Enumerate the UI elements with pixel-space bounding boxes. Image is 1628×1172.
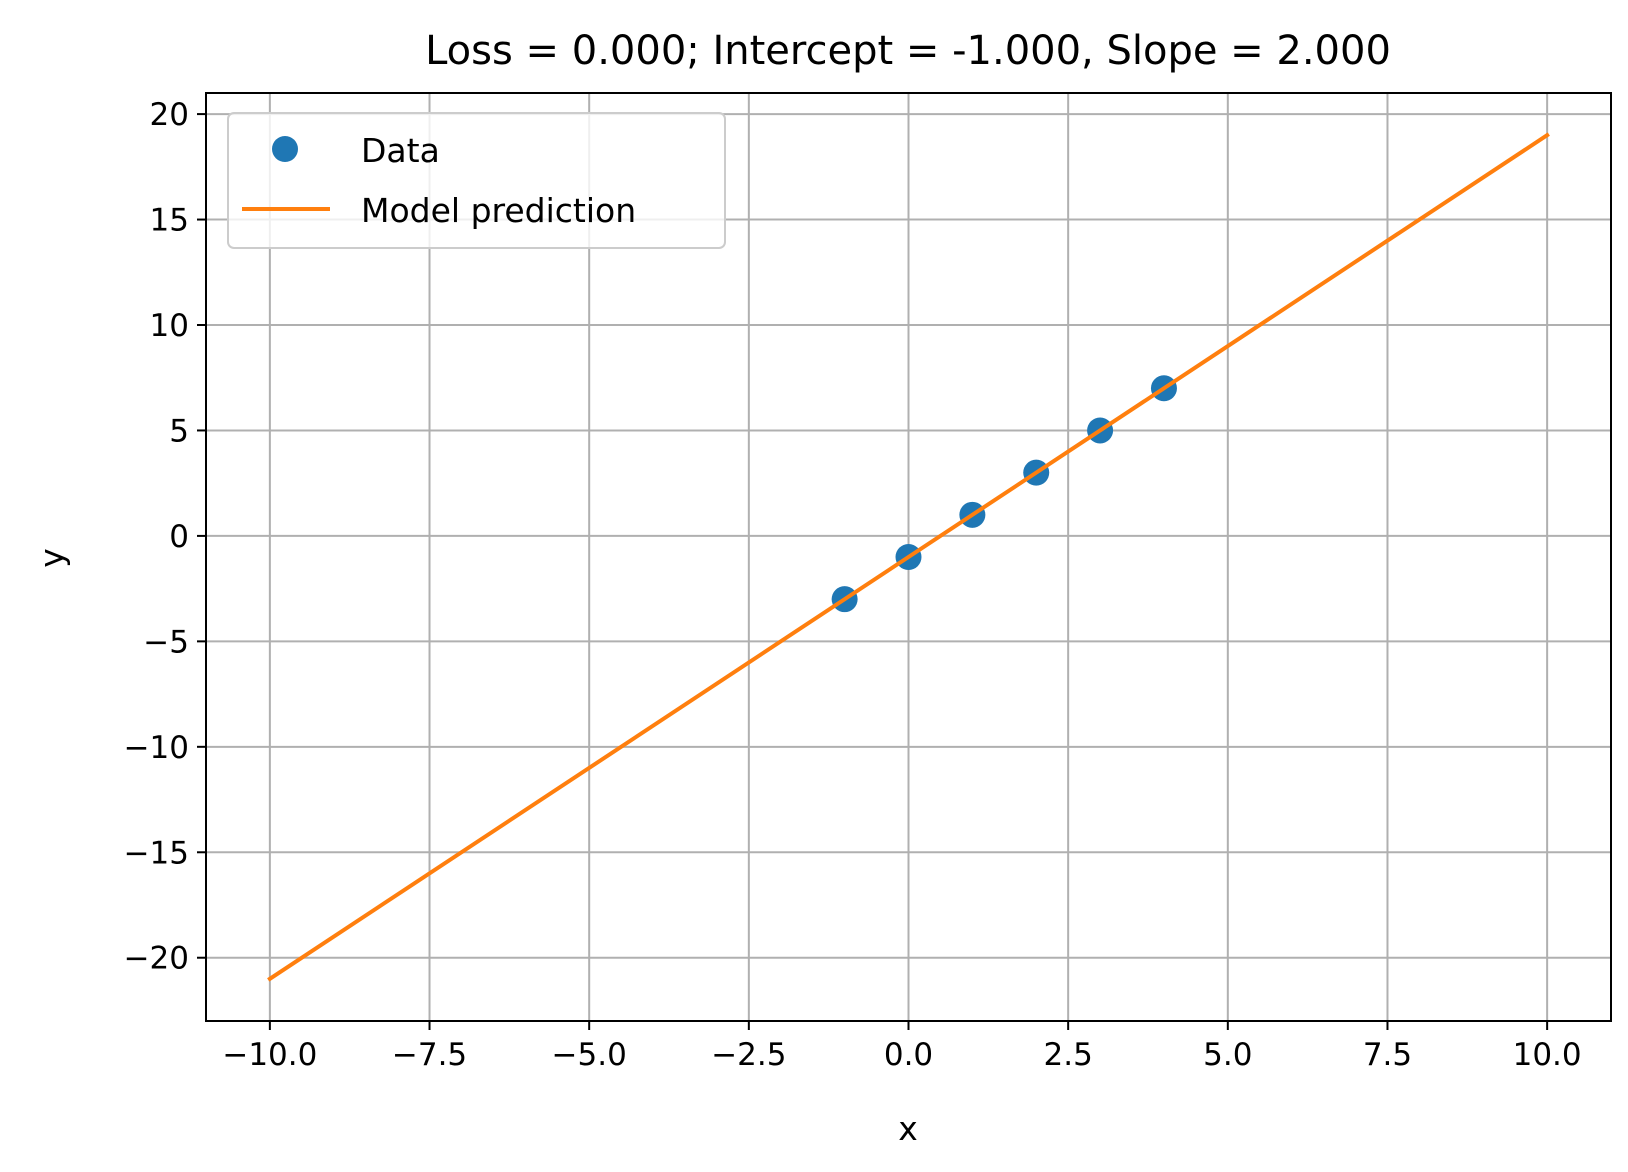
y-tick-label-20: 20 <box>150 97 189 133</box>
y-tick-label-neg15: −15 <box>124 835 189 871</box>
x-axis-label: x <box>898 1109 918 1148</box>
x-tick-label-7-5: 7.5 <box>1363 1037 1412 1073</box>
x-tick-label-5-0: 5.0 <box>1203 1037 1252 1073</box>
y-tick-label-15: 15 <box>150 203 189 239</box>
x-tick-label-10-0: 10.0 <box>1513 1037 1582 1073</box>
y-tick-label-neg10: −10 <box>124 730 189 766</box>
y-tick-label-5: 5 <box>169 413 189 449</box>
x-tick-label-2-5: 2.5 <box>1044 1037 1093 1073</box>
tick-labels: −10.0 −7.5 −5.0 −2.5 0.0 2.5 5.0 7.5 10.0 20 15 10 5… <box>124 97 1582 1073</box>
y-axis-label: y <box>32 548 71 568</box>
legend[interactable]: Data Model prediction <box>227 112 726 249</box>
series-layer <box>267 132 1550 982</box>
model-prediction-line <box>267 132 1550 982</box>
y-tick-label-neg20: −20 <box>124 941 189 977</box>
legend-label-model: Model prediction <box>361 191 636 230</box>
legend-box <box>227 112 726 249</box>
x-tick-label-neg7-5: −7.5 <box>392 1037 467 1073</box>
x-tick-label-neg10-0: −10.0 <box>222 1037 317 1073</box>
y-tick-label-0: 0 <box>169 519 189 555</box>
y-tick-label-neg5: −5 <box>143 624 189 660</box>
x-tick-label-neg5-0: −5.0 <box>552 1037 627 1073</box>
chart-title: Loss = 0.000; Intercept = -1.000, Slope … <box>425 28 1391 74</box>
legend-label-data: Data <box>361 131 440 170</box>
x-tick-label-neg2-5: −2.5 <box>711 1037 786 1073</box>
y-tick-label-10: 10 <box>150 308 189 344</box>
legend-marker-data <box>272 136 298 162</box>
x-tick-label-0-0: 0.0 <box>884 1037 933 1073</box>
ticks <box>197 113 1549 1030</box>
